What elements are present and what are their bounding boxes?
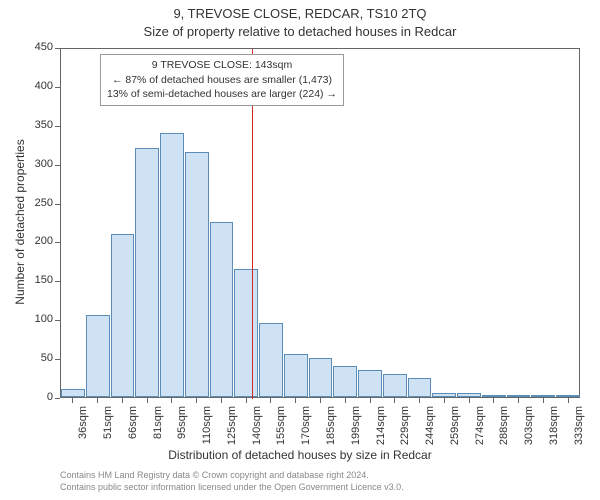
- x-tick-label: 140sqm: [251, 406, 263, 451]
- x-tick-label: 288sqm: [498, 406, 510, 451]
- histogram-bar: [531, 395, 555, 397]
- x-tick-label: 333sqm: [573, 406, 585, 451]
- x-tick-label: 303sqm: [523, 406, 535, 451]
- x-tick-label: 81sqm: [152, 406, 164, 451]
- histogram-bar: [160, 133, 184, 397]
- histogram-bar: [432, 393, 456, 397]
- x-tick: [444, 398, 445, 403]
- x-tick: [370, 398, 371, 403]
- x-tick: [147, 398, 148, 403]
- x-tick: [345, 398, 346, 403]
- x-tick: [270, 398, 271, 403]
- x-tick-label: 51sqm: [102, 406, 114, 451]
- histogram-bar: [284, 354, 308, 397]
- histogram-bar: [234, 269, 258, 397]
- x-tick: [196, 398, 197, 403]
- x-tick: [493, 398, 494, 403]
- histogram-bar: [111, 234, 135, 397]
- histogram-bar: [135, 148, 159, 397]
- y-tick-label: 250: [25, 197, 53, 209]
- annotation-line3: 13% of semi-detached houses are larger (…: [107, 87, 337, 102]
- histogram-bar: [482, 395, 506, 397]
- x-tick: [394, 398, 395, 403]
- histogram-bar: [333, 366, 357, 397]
- y-tick: [55, 281, 60, 282]
- histogram-bar: [457, 393, 481, 397]
- y-tick-label: 100: [25, 313, 53, 325]
- histogram-bar: [556, 395, 580, 397]
- y-tick: [55, 398, 60, 399]
- y-tick: [55, 48, 60, 49]
- y-tick: [55, 359, 60, 360]
- x-tick-label: 185sqm: [325, 406, 337, 451]
- histogram-bar: [86, 315, 110, 397]
- x-tick-label: 110sqm: [201, 406, 213, 451]
- y-tick: [55, 320, 60, 321]
- histogram-bar: [259, 323, 283, 397]
- x-tick-label: 66sqm: [127, 406, 139, 451]
- x-tick: [320, 398, 321, 403]
- y-tick-label: 450: [25, 41, 53, 53]
- y-tick-label: 0: [25, 391, 53, 403]
- x-tick-label: 259sqm: [449, 406, 461, 451]
- y-tick-label: 150: [25, 274, 53, 286]
- histogram-bar: [309, 358, 333, 397]
- histogram-bar: [383, 374, 407, 397]
- y-tick: [55, 87, 60, 88]
- histogram-bar: [507, 395, 531, 397]
- annotation-line1: 9 TREVOSE CLOSE: 143sqm: [107, 58, 337, 73]
- histogram-bar: [210, 222, 234, 397]
- x-tick-label: 36sqm: [77, 406, 89, 451]
- x-tick: [568, 398, 569, 403]
- x-tick-label: 95sqm: [176, 406, 188, 451]
- x-tick: [171, 398, 172, 403]
- y-tick-label: 50: [25, 352, 53, 364]
- footer-line1: Contains HM Land Registry data © Crown c…: [60, 470, 404, 482]
- x-tick-label: 125sqm: [226, 406, 238, 451]
- annotation-box: 9 TREVOSE CLOSE: 143sqm ← 87% of detache…: [100, 54, 344, 106]
- x-tick-label: 170sqm: [300, 406, 312, 451]
- x-tick: [543, 398, 544, 403]
- x-tick-label: 318sqm: [548, 406, 560, 451]
- x-tick-label: 214sqm: [375, 406, 387, 451]
- x-tick: [518, 398, 519, 403]
- y-tick-label: 200: [25, 235, 53, 247]
- x-tick-label: 199sqm: [350, 406, 362, 451]
- x-tick: [221, 398, 222, 403]
- histogram-bar: [185, 152, 209, 397]
- x-tick-label: 155sqm: [275, 406, 287, 451]
- x-tick: [469, 398, 470, 403]
- histogram-bar: [408, 378, 432, 397]
- y-tick-label: 300: [25, 158, 53, 170]
- y-tick: [55, 126, 60, 127]
- x-tick: [97, 398, 98, 403]
- x-tick-label: 274sqm: [474, 406, 486, 451]
- y-tick-label: 350: [25, 119, 53, 131]
- y-tick: [55, 165, 60, 166]
- histogram-bar: [61, 389, 85, 397]
- y-tick: [55, 242, 60, 243]
- x-tick: [246, 398, 247, 403]
- y-tick: [55, 204, 60, 205]
- y-tick-label: 400: [25, 80, 53, 92]
- footer: Contains HM Land Registry data © Crown c…: [60, 470, 404, 493]
- x-tick: [419, 398, 420, 403]
- x-tick: [122, 398, 123, 403]
- title-sub: Size of property relative to detached ho…: [0, 24, 600, 39]
- x-tick-label: 244sqm: [424, 406, 436, 451]
- x-tick-label: 229sqm: [399, 406, 411, 451]
- x-tick: [295, 398, 296, 403]
- footer-line2: Contains public sector information licen…: [60, 482, 404, 494]
- title-main: 9, TREVOSE CLOSE, REDCAR, TS10 2TQ: [0, 6, 600, 21]
- x-tick: [72, 398, 73, 403]
- annotation-line2: ← 87% of detached houses are smaller (1,…: [107, 73, 337, 88]
- histogram-bar: [358, 370, 382, 397]
